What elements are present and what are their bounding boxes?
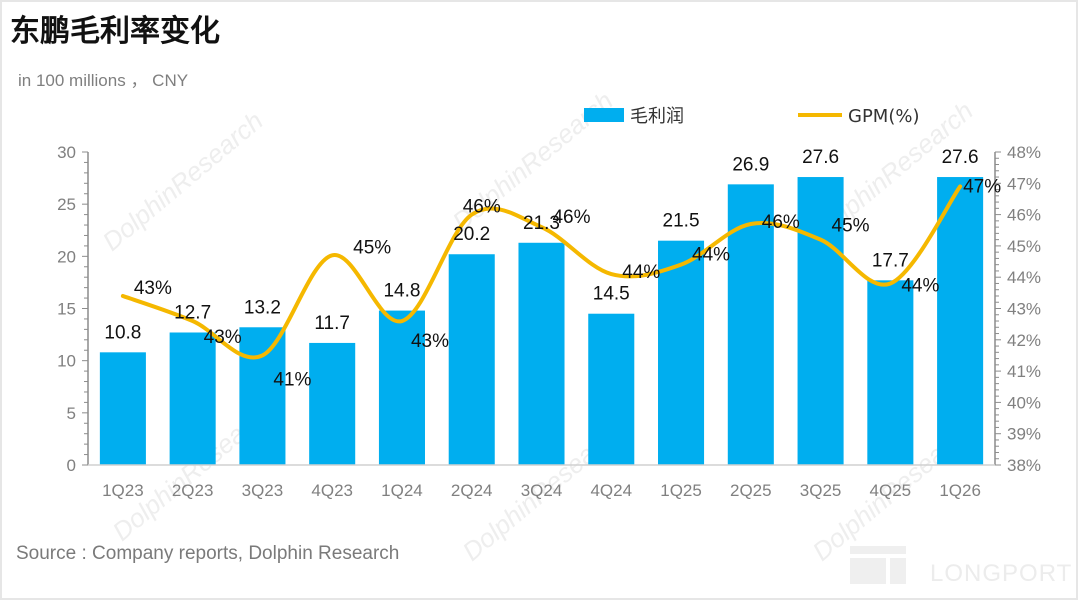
bar-3Q23 (239, 327, 286, 465)
x-tick-label: 3Q24 (521, 481, 563, 500)
x-tick-label: 2Q24 (451, 481, 493, 500)
legend-line-label: GPM(%) (848, 106, 919, 127)
bar-value-label: 17.7 (872, 250, 909, 271)
right-tick-label: 40% (1007, 393, 1041, 412)
x-tick-label: 3Q23 (242, 481, 284, 500)
gpm-value-label: 46% (552, 207, 590, 228)
legend: 毛利润 GPM(%) (584, 106, 919, 127)
bar-value-label: 14.5 (593, 284, 630, 305)
gpm-value-label: 44% (901, 275, 939, 296)
right-tick-label: 45% (1007, 237, 1041, 256)
x-tick-label: 2Q23 (172, 481, 214, 500)
left-axis: 0 5 10 15 20 25 30 (57, 143, 89, 475)
watermark-text: DolphinResearch (97, 105, 269, 256)
gpm-value-label: 41% (273, 369, 311, 390)
gpm-line-path (120, 184, 963, 360)
x-tick-label: 4Q23 (311, 481, 353, 500)
gpm-value-label: 44% (692, 245, 730, 266)
bar-value-label: 20.2 (453, 224, 490, 245)
source-note: Source : Company reports, Dolphin Resear… (16, 543, 400, 564)
bar-value-label: 21.5 (663, 211, 700, 232)
bar-value-label: 27.6 (942, 147, 979, 168)
bar-3Q25 (797, 177, 844, 466)
gpm-value-label: 43% (411, 331, 449, 352)
gpm-value-label: 43% (204, 327, 242, 348)
gpm-line (120, 184, 963, 360)
x-tick-label: 3Q25 (800, 481, 842, 500)
x-tick-label: 1Q25 (660, 481, 702, 500)
bar-value-label: 21.3 (523, 213, 560, 234)
x-tick-label: 2Q25 (730, 481, 772, 500)
bar-value-label: 11.7 (314, 313, 350, 334)
right-tick-label: 44% (1007, 268, 1041, 287)
right-tick-label: 41% (1007, 362, 1041, 381)
gpm-value-label: 46% (463, 197, 501, 218)
bar-value-label: 14.8 (383, 281, 420, 302)
chart-title: 东鹏毛利率变化 (10, 14, 220, 49)
bar-3Q24 (518, 242, 565, 465)
left-tick-label: 15 (57, 300, 76, 319)
gpm-value-label: 43% (134, 278, 172, 299)
bar-value-label: 13.2 (244, 297, 281, 318)
gpm-value-label: 44% (622, 262, 660, 283)
left-tick-label: 25 (57, 195, 76, 214)
left-tick-label: 10 (57, 352, 76, 371)
gpm-labels: 43% 43% 41% 45% 43% 46% 46% 44% 44% 46% 45% 44% 47% (134, 176, 1001, 390)
left-tick-label: 5 (67, 404, 76, 423)
x-tick-label: 4Q24 (590, 481, 632, 500)
bar-value-label: 27.6 (802, 147, 839, 168)
left-tick-label: 30 (57, 143, 76, 162)
gpm-value-label: 45% (353, 237, 391, 258)
bar-2Q24 (448, 254, 495, 465)
right-tick-label: 48% (1007, 143, 1041, 162)
gpm-value-label: 46% (762, 212, 800, 233)
longport-logo-icon (850, 546, 906, 584)
x-axis-labels: 1Q23 2Q23 3Q23 4Q23 1Q24 2Q24 3Q24 4Q24 1Q25 2Q25… (102, 481, 981, 500)
bar-4Q25 (867, 280, 914, 465)
bar-1Q24 (378, 310, 425, 465)
right-tick-label: 39% (1007, 425, 1041, 444)
right-tick-label: 46% (1007, 206, 1041, 225)
bar-1Q23 (99, 352, 146, 465)
gpm-value-label: 45% (832, 216, 870, 237)
unit-label: in 100 millions ， CNY (18, 71, 189, 90)
bars (99, 177, 984, 466)
bar-value-label: 10.8 (104, 322, 141, 343)
bar-1Q26 (937, 177, 984, 466)
right-tick-label: 38% (1007, 456, 1041, 475)
bar-1Q25 (658, 240, 705, 465)
bar-2Q23 (169, 332, 216, 465)
legend-bar-label: 毛利润 (630, 106, 684, 127)
x-tick-label: 1Q26 (939, 481, 981, 500)
bar-value-label: 12.7 (174, 302, 211, 323)
gpm-value-label: 47% (963, 176, 1001, 197)
bar-labels: 10.8 12.7 13.2 11.7 14.8 20.2 21.3 14.5 21.5 26.9… (104, 147, 978, 343)
bar-value-label: 26.9 (732, 154, 769, 175)
left-tick-label: 20 (57, 247, 76, 266)
longport-logo-text: LONGPORT (930, 560, 1073, 587)
right-tick-label: 47% (1007, 174, 1041, 193)
bar-4Q23 (309, 342, 356, 465)
right-tick-label: 43% (1007, 300, 1041, 319)
right-tick-label: 42% (1007, 331, 1041, 350)
legend-bar-swatch (584, 108, 624, 122)
x-tick-label: 1Q23 (102, 481, 144, 500)
bar-4Q24 (588, 313, 635, 465)
x-tick-label: 4Q25 (870, 481, 912, 500)
x-tick-label: 1Q24 (381, 481, 423, 500)
left-tick-label: 0 (67, 456, 76, 475)
right-axis: 38% 39% 40% 41% 42% 43% 44% 45% 46% 47% 48% (994, 143, 1041, 475)
